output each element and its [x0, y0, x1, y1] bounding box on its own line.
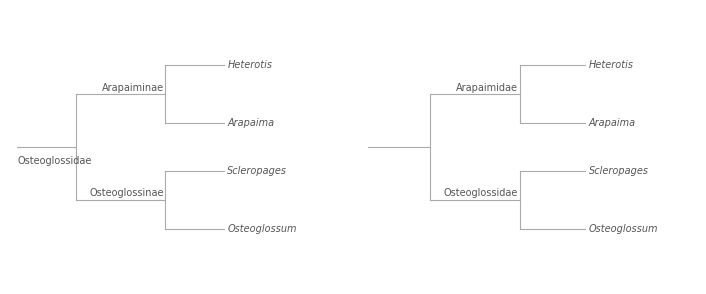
Text: Scleropages: Scleropages — [589, 166, 649, 176]
Text: Osteoglossidae: Osteoglossidae — [17, 156, 92, 166]
Text: Heterotis: Heterotis — [227, 60, 273, 70]
Text: Arapaima: Arapaima — [589, 118, 636, 128]
Text: Osteoglossum: Osteoglossum — [227, 224, 297, 234]
Text: Osteoglossum: Osteoglossum — [589, 224, 659, 234]
Text: Arapaiminae: Arapaiminae — [102, 83, 164, 93]
Text: Scleropages: Scleropages — [227, 166, 287, 176]
Text: Arapaima: Arapaima — [227, 118, 275, 128]
Text: Heterotis: Heterotis — [589, 60, 634, 70]
Text: Osteoglossidae: Osteoglossidae — [444, 188, 518, 198]
Text: Arapaimidae: Arapaimidae — [456, 83, 518, 93]
Text: Osteoglossinae: Osteoglossinae — [89, 188, 164, 198]
